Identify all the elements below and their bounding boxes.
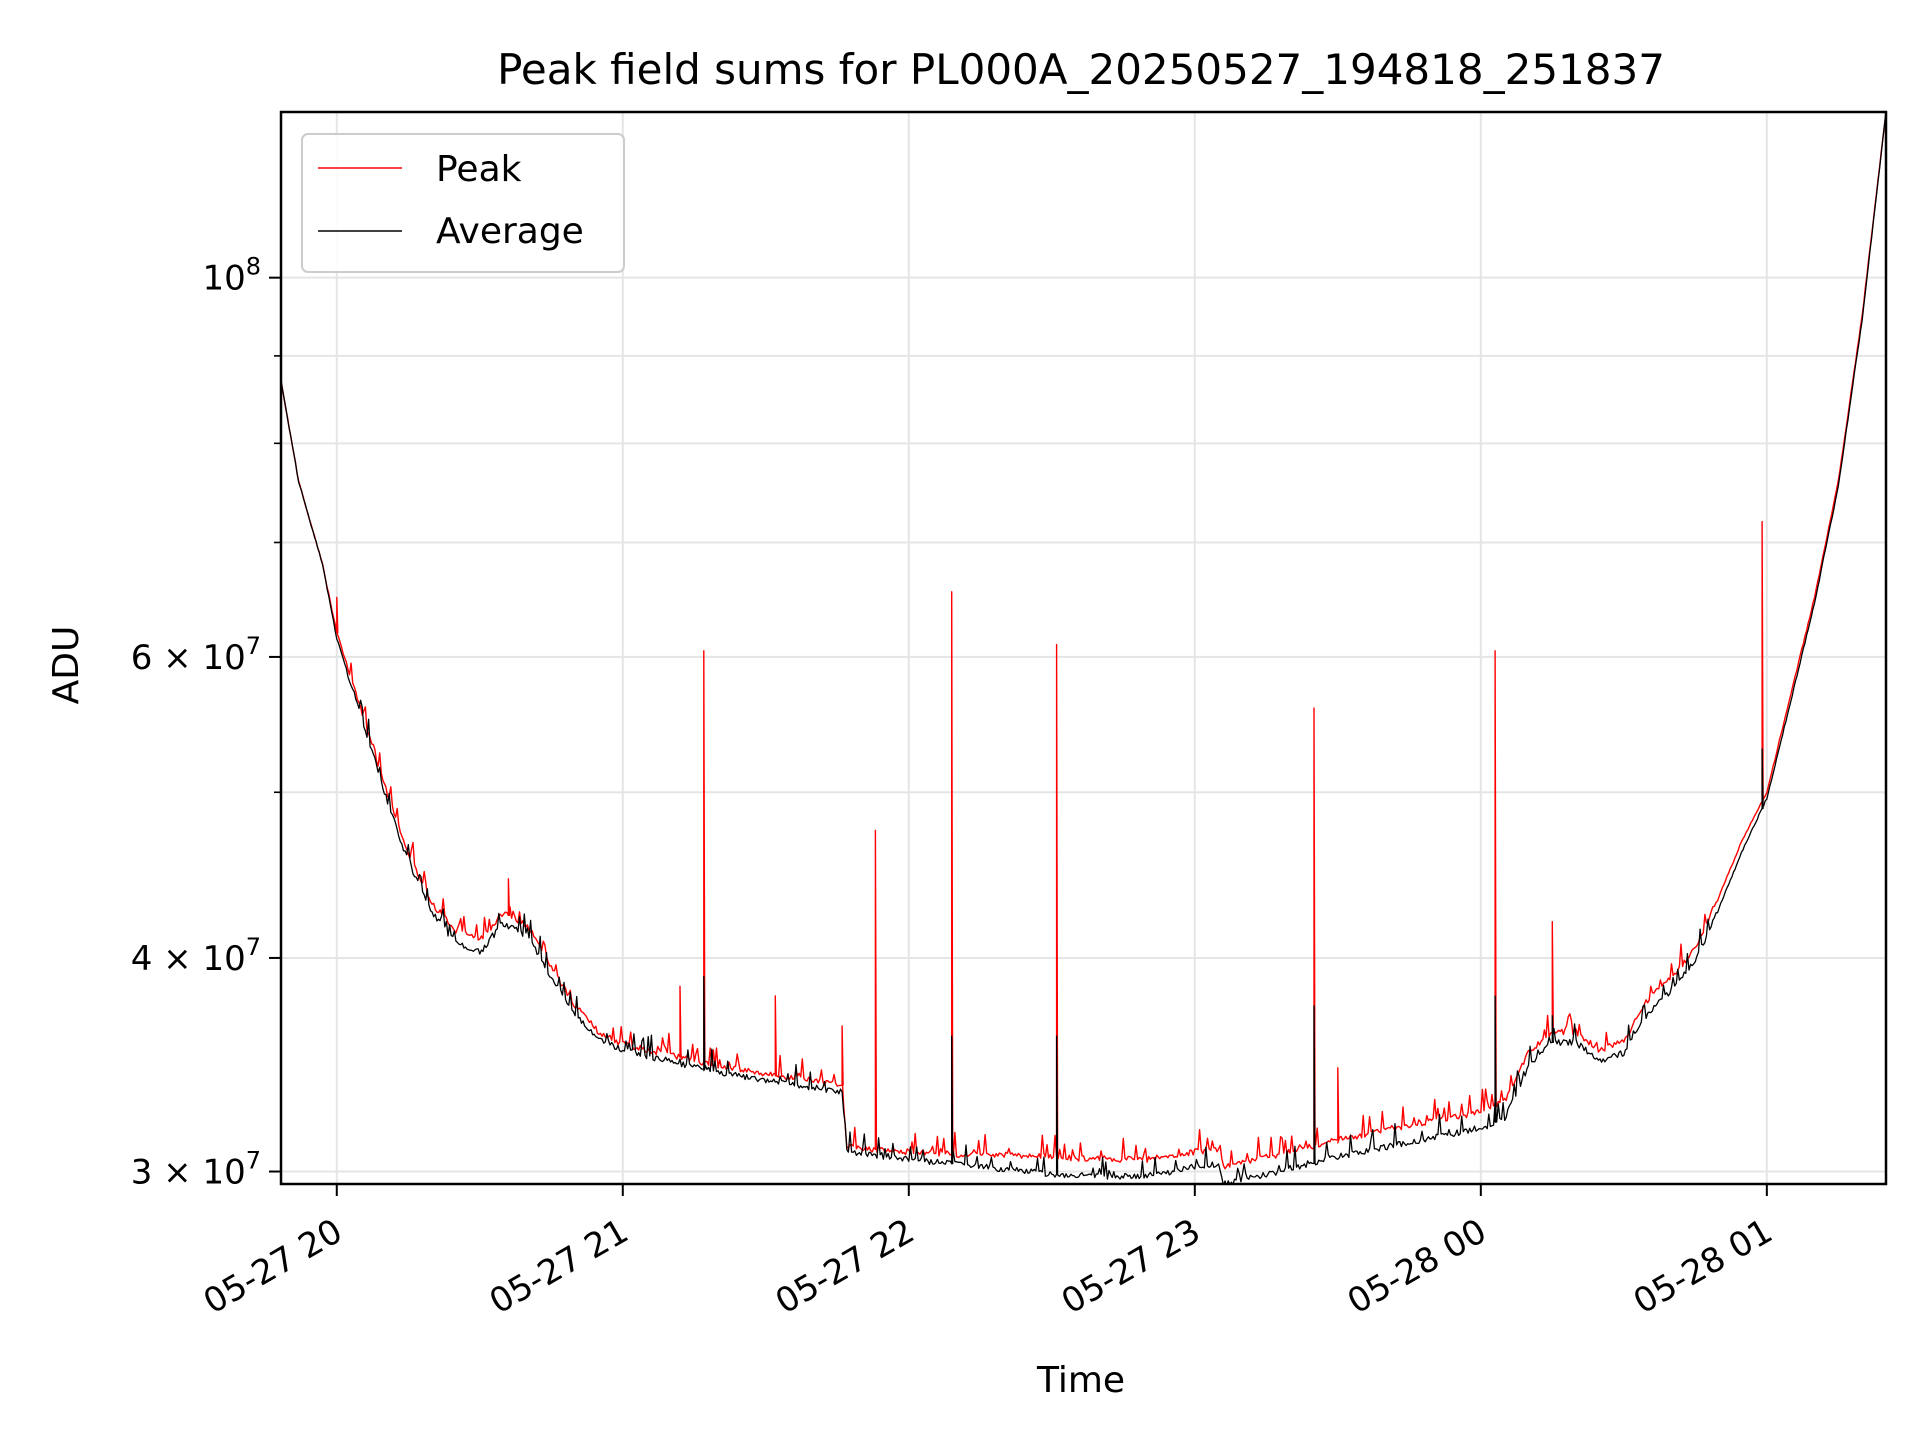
y-axis-label: ADU xyxy=(46,626,87,705)
y-tick-label: 108 xyxy=(202,253,261,299)
series-line-peak xyxy=(281,112,1886,1170)
y-tick-label: 4 × 107 xyxy=(131,933,261,979)
y-tick-mantissa: 6 × 10 xyxy=(131,638,246,678)
y-tick-exponent: 7 xyxy=(246,632,261,660)
y-tick-label: 3 × 107 xyxy=(131,1147,261,1193)
y-tick-mantissa: 10 xyxy=(202,259,245,299)
chart-legend: Peak Average xyxy=(301,133,625,273)
chart-title: Peak field sums for PL000A_20250527_1948… xyxy=(497,45,1665,94)
grid-lines xyxy=(281,112,1886,1184)
series-line-average xyxy=(281,112,1886,1184)
legend-label-average: Average xyxy=(436,211,584,252)
y-tick-mantissa: 4 × 10 xyxy=(131,939,246,979)
y-tick-exponent: 7 xyxy=(246,933,261,961)
y-tick-label: 6 × 107 xyxy=(131,632,261,678)
plot-frame xyxy=(279,110,1888,1186)
plot-lines xyxy=(281,112,1886,1184)
legend-label-peak: Peak xyxy=(436,149,522,190)
y-tick-mantissa: 3 × 10 xyxy=(131,1153,246,1193)
x-axis-label: Time xyxy=(1036,1360,1125,1401)
y-tick-exponent: 8 xyxy=(246,253,261,281)
y-tick-exponent: 7 xyxy=(246,1147,261,1175)
